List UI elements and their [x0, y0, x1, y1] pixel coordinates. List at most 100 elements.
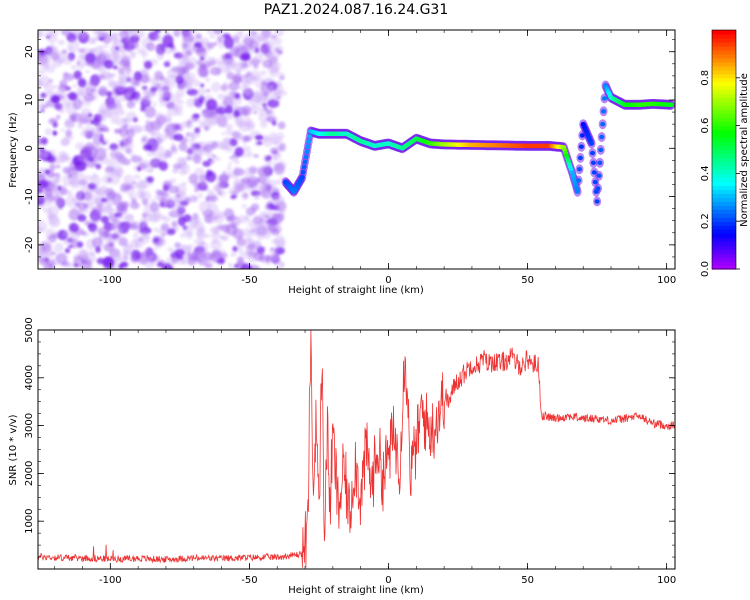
heatmap-noise-speck — [66, 190, 73, 197]
heatmap-noise-speck — [140, 137, 149, 145]
heatmap-noise-speck — [131, 41, 139, 50]
heatmap-noise-speck — [253, 220, 263, 228]
heatmap-noise-speck — [207, 42, 215, 49]
heatmap-noise-speck — [120, 183, 130, 192]
heatmap-noise-speck — [103, 230, 112, 238]
heatmap-noise-speck — [234, 134, 246, 142]
heatmap-noise-speck — [119, 109, 125, 116]
heatmap-noise-speck — [230, 251, 237, 257]
heatmap-noise-speck — [261, 85, 274, 95]
heatmap-noise-speck — [136, 166, 142, 172]
heatmap-noise-speck — [245, 207, 256, 216]
heatmap-noise-speck — [262, 224, 267, 229]
heatmap-noise-speck — [38, 176, 42, 181]
heatmap-noise-speck — [185, 245, 192, 254]
heatmap-noise-speck — [179, 233, 186, 238]
y-tick-label: 1000 — [24, 508, 35, 533]
heatmap-noise-speck — [186, 98, 196, 108]
y-tick-label: -10 — [24, 188, 35, 204]
heatmap-noise-speck — [73, 255, 84, 268]
heatmap-noise-speck — [69, 237, 76, 243]
heatmap-noise-speck — [208, 192, 217, 201]
heatmap-noise-speck — [204, 214, 214, 224]
heatmap-noise-speck — [248, 123, 255, 128]
heatmap-noise-speck — [95, 246, 101, 253]
heatmap-noise-speck — [182, 42, 188, 49]
heatmap-noise-speck — [233, 168, 245, 176]
colorbar-strip — [712, 137, 736, 143]
heatmap-noise-speck — [109, 176, 121, 185]
heatmap-noise-speck — [207, 56, 215, 62]
heatmap-ridge-core — [304, 149, 310, 154]
heatmap-noise-speck — [220, 84, 228, 92]
heatmap-noise-speck — [38, 49, 47, 56]
heatmap-noise-speck — [166, 59, 171, 64]
heatmap-noise-speck — [262, 104, 268, 111]
colorbar-frame — [711, 29, 737, 270]
heatmap-noise-speck — [264, 30, 271, 36]
heatmap-noise-speck — [253, 110, 258, 115]
heatmap-noise-speck — [198, 192, 203, 199]
colorbar-strip — [712, 261, 736, 266]
heatmap-noise-speck — [136, 224, 146, 235]
heatmap-noise-speck — [118, 263, 124, 269]
heatmap-ridge-core — [301, 164, 307, 170]
heatmap-ridge-core — [299, 175, 305, 180]
heatmap-noise-speck — [171, 142, 176, 148]
heatmap-noise-speck — [243, 39, 249, 44]
y-tick-label: 20 — [24, 45, 35, 58]
heatmap-noise-speck — [90, 119, 95, 125]
heatmap-noise-speck — [269, 68, 280, 78]
heatmap-noise-speck — [55, 254, 61, 259]
heatmap-noise-speck — [89, 79, 95, 87]
heatmap-noise-speck — [130, 257, 140, 264]
heatmap-noise-speck — [220, 63, 233, 74]
colorbar-tick-label: 0.0 — [700, 261, 711, 277]
heatmap-noise-speck — [147, 160, 155, 168]
heatmap-noise-speck — [143, 143, 153, 151]
heatmap-noise-speck — [77, 214, 87, 222]
heatmap-noise-speck — [154, 139, 160, 145]
heatmap-noise-speck — [154, 112, 164, 119]
heatmap-ridge-core — [577, 167, 582, 172]
heatmap-noise-speck — [118, 126, 129, 138]
heatmap-noise-speck — [72, 83, 77, 88]
heatmap-noise-speck — [232, 217, 242, 224]
heatmap-noise-speck — [173, 169, 179, 174]
heatmap-noise-speck — [173, 30, 181, 38]
heatmap-noise-speck — [250, 104, 256, 111]
colorbar-strip — [712, 81, 736, 87]
colorbar-strip — [712, 217, 736, 222]
heatmap-noise-speck — [77, 63, 85, 70]
heatmap-noise-speck — [111, 36, 119, 45]
heatmap-noise-speck — [207, 158, 212, 162]
heatmap-noise-speck — [183, 214, 192, 223]
heatmap-noise-speck — [84, 220, 92, 226]
colorbar-axis: 0.0 0.2 0.4 0.6 0.8 — [700, 70, 740, 277]
heatmap-noise-speck — [202, 160, 211, 167]
x-tick-label: 0 — [385, 275, 391, 286]
heatmap-noise-speck — [227, 171, 235, 178]
heatmap-noise-speck — [272, 162, 278, 166]
heatmap-noise-speck — [201, 63, 207, 68]
colorbar-strip — [712, 93, 736, 99]
heatmap-noise-speck — [62, 232, 68, 237]
heatmap-noise-speck — [108, 233, 121, 242]
heatmap-noise-speck — [232, 228, 244, 240]
heatmap-noise-speck — [253, 154, 259, 158]
heatmap-noise-speck — [252, 62, 260, 70]
heatmap-noise-speck — [160, 223, 170, 232]
heatmap-noise-speck — [197, 94, 204, 99]
colorbar-strip — [712, 129, 736, 135]
heatmap-noise-speck — [102, 256, 115, 269]
heatmap-noise-speck — [234, 146, 244, 157]
colorbar-strip — [712, 193, 736, 198]
heatmap-ridge-core — [597, 160, 603, 165]
heatmap-noise-speck — [146, 42, 156, 52]
heatmap-ridge-core — [668, 102, 674, 108]
colorbar-strip — [712, 33, 736, 39]
heatmap-ridge-core — [307, 134, 313, 139]
heatmap-noise-speck — [221, 137, 232, 149]
heatmap-noise-speck — [38, 151, 44, 159]
